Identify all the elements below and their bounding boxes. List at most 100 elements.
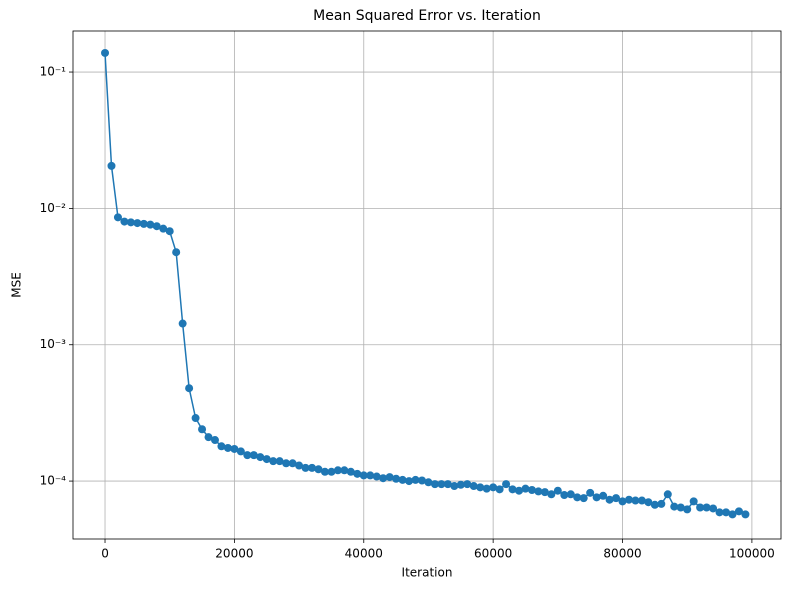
marker — [663, 490, 672, 499]
marker — [456, 480, 465, 489]
marker — [637, 496, 646, 505]
marker — [198, 425, 207, 434]
marker — [113, 213, 122, 222]
marker — [644, 498, 653, 507]
marker — [379, 474, 388, 483]
marker — [534, 487, 543, 496]
marker — [618, 497, 627, 506]
marker — [547, 490, 556, 499]
marker — [722, 508, 731, 517]
marker — [696, 503, 705, 512]
marker — [741, 510, 750, 519]
marker — [269, 457, 278, 466]
marker — [314, 465, 323, 474]
marker — [450, 482, 459, 491]
marker — [366, 471, 375, 480]
marker — [308, 463, 317, 472]
marker — [463, 480, 472, 489]
marker — [191, 414, 200, 423]
marker — [249, 451, 258, 460]
marker — [262, 455, 271, 464]
chart-title: Mean Squared Error vs. Iteration — [313, 8, 541, 24]
y-tick-label: 10⁻² — [40, 201, 67, 215]
marker — [515, 486, 524, 495]
y-axis-label: MSE — [10, 272, 24, 298]
marker — [424, 478, 433, 487]
marker — [230, 444, 239, 453]
x-tick-label: 0 — [101, 547, 109, 561]
marker — [579, 494, 588, 503]
marker — [256, 453, 265, 462]
marker — [359, 471, 368, 480]
marker — [295, 461, 304, 470]
marker — [586, 488, 595, 497]
marker — [223, 443, 232, 452]
marker — [573, 493, 582, 502]
marker — [495, 485, 504, 494]
x-tick-label: 80000 — [603, 547, 641, 561]
marker — [353, 469, 362, 478]
marker — [592, 493, 601, 502]
marker — [657, 499, 666, 508]
marker — [482, 484, 491, 493]
marker — [612, 494, 621, 503]
marker — [107, 161, 116, 170]
marker — [553, 486, 562, 495]
marker — [243, 451, 252, 460]
marker — [139, 219, 148, 228]
x-tick-label: 100000 — [729, 547, 775, 561]
y-tick-label: 10⁻⁴ — [40, 474, 67, 488]
marker — [172, 248, 181, 257]
marker — [210, 436, 219, 445]
marker — [443, 480, 452, 489]
marker — [120, 217, 129, 226]
marker — [502, 480, 511, 489]
marker — [540, 488, 549, 497]
marker — [392, 474, 401, 483]
marker — [217, 442, 226, 451]
marker — [631, 496, 640, 505]
y-tick-label: 10⁻³ — [40, 337, 67, 351]
marker — [282, 459, 291, 468]
marker — [676, 503, 685, 512]
plot-frame — [72, 30, 782, 540]
marker — [204, 433, 213, 442]
marker — [670, 502, 679, 511]
marker — [734, 507, 743, 516]
marker — [605, 495, 614, 504]
marker — [126, 218, 135, 227]
marker — [702, 503, 711, 512]
marker — [288, 459, 297, 468]
marker — [346, 467, 355, 476]
marker — [385, 473, 394, 482]
marker — [101, 48, 110, 57]
marker — [489, 483, 498, 492]
marker — [683, 505, 692, 514]
marker — [709, 504, 718, 513]
marker — [411, 475, 420, 484]
marker — [372, 472, 381, 481]
marker — [599, 491, 608, 500]
marker — [728, 510, 737, 519]
marker — [527, 486, 536, 495]
marker — [476, 483, 485, 492]
x-tick-label: 20000 — [215, 547, 253, 561]
marker — [165, 227, 174, 236]
marker — [159, 224, 168, 233]
line — [104, 52, 746, 516]
marker — [430, 480, 439, 489]
marker — [560, 491, 569, 500]
marker — [624, 495, 633, 504]
y-tick-label: 10⁻¹ — [40, 65, 67, 79]
marker — [133, 219, 142, 228]
marker — [146, 220, 155, 229]
marker — [320, 467, 329, 476]
marker — [398, 475, 407, 484]
marker — [508, 485, 517, 494]
marker — [469, 482, 478, 491]
marker — [521, 484, 530, 493]
marker — [566, 490, 575, 499]
marker — [405, 477, 414, 486]
marker — [689, 497, 698, 506]
